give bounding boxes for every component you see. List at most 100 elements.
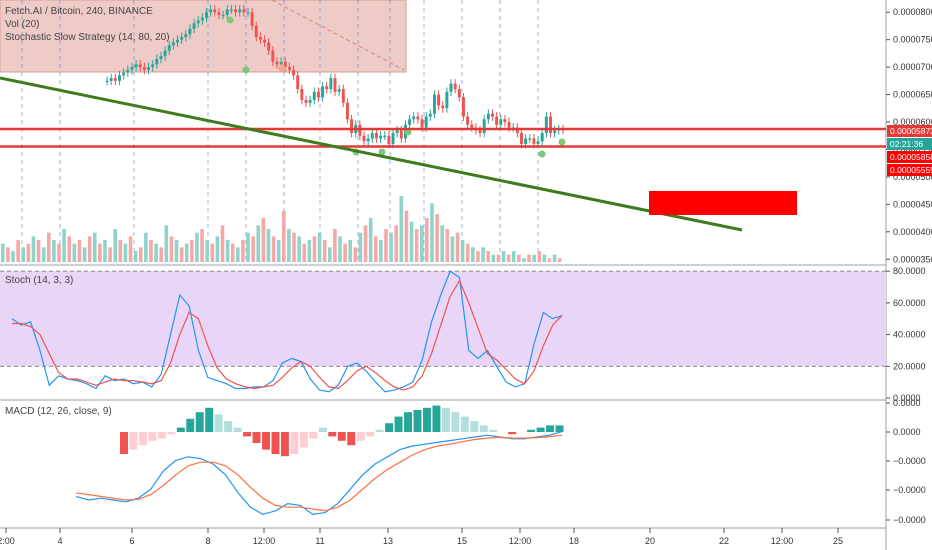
candle-body: [287, 67, 291, 70]
candle-body: [184, 34, 188, 37]
time-tick-label: 11: [315, 536, 324, 546]
volume-bar: [225, 240, 230, 262]
time-tick-label: 8: [205, 536, 210, 546]
volume-bar: [179, 247, 184, 262]
volume-bar: [389, 232, 393, 262]
strategy-signal-dot: [242, 66, 250, 74]
volume-bar: [174, 240, 179, 262]
macd-histogram-bar: [195, 412, 204, 432]
volume-bar: [353, 247, 358, 262]
volume-bar: [496, 254, 501, 262]
candle-body: [345, 102, 349, 120]
volume-bar: [527, 254, 531, 262]
time-tick-label: 25: [833, 536, 843, 546]
target-box[interactable]: [649, 191, 797, 215]
volume-bar: [532, 254, 536, 262]
candle-body: [482, 119, 486, 133]
candle-body: [536, 141, 540, 144]
candle-body: [449, 83, 453, 92]
candle-body: [399, 130, 403, 139]
volume-bar: [435, 214, 439, 262]
macd-histogram-bar: [129, 432, 138, 450]
volume-bar: [215, 236, 220, 262]
candle-body: [544, 116, 548, 133]
volume-bar: [246, 232, 250, 262]
candle-body: [374, 133, 378, 139]
volume-bar: [460, 240, 465, 262]
volume-bar: [506, 254, 511, 262]
candle-body: [321, 86, 325, 98]
volume-bar: [419, 225, 424, 262]
candle-body: [540, 133, 544, 142]
macd-histogram-bar: [290, 432, 299, 454]
candle-body: [466, 116, 470, 125]
price-tag-label: 0.00005555: [890, 165, 932, 175]
macd-histogram-bar: [422, 407, 431, 432]
macd-histogram-bar: [394, 416, 403, 432]
macd-histogram-bar: [375, 429, 384, 432]
trendline[interactable]: [0, 76, 743, 232]
candle-body: [188, 28, 192, 35]
macd-histogram-bar: [120, 432, 128, 454]
candle-body: [296, 75, 300, 90]
volume-bar: [11, 251, 15, 262]
candle-body: [171, 42, 175, 46]
macd-histogram-bar: [356, 432, 365, 441]
macd-histogram-bar: [205, 407, 214, 432]
volume-bar: [292, 232, 296, 262]
volume-bar: [113, 229, 118, 262]
candle-body: [391, 133, 395, 144]
price-tag: [887, 164, 932, 176]
volume-bar: [373, 236, 378, 262]
candle-body: [337, 89, 341, 92]
candle-body: [213, 9, 217, 13]
macd-histogram-bar: [299, 432, 308, 448]
volume-bar: [230, 243, 235, 262]
volume-bar: [307, 240, 312, 262]
candle-body: [263, 39, 267, 43]
volume-bar: [149, 240, 153, 262]
candle-body: [549, 116, 552, 133]
candle-body: [209, 9, 213, 13]
stoch-tick-label: 0.0000: [893, 393, 921, 403]
candle-body: [138, 64, 142, 68]
macd-histogram-bar: [479, 425, 488, 432]
price-tick-label: 0.00008000: [893, 7, 932, 17]
candle-body: [507, 122, 511, 128]
candle-body: [250, 12, 254, 26]
volume-bar: [21, 247, 26, 262]
candle-body: [383, 135, 387, 137]
candle-body: [105, 80, 109, 83]
candle-body: [515, 127, 519, 133]
candle-body: [308, 100, 312, 103]
macd-histogram-bar: [460, 416, 469, 432]
price-tick-label: 0.00004500: [893, 199, 932, 209]
stoch-k-line: [11, 270, 563, 393]
candle-body: [246, 12, 250, 14]
macd-histogram-bar: [224, 421, 233, 432]
volume-bar: [348, 240, 353, 262]
candle-body: [503, 119, 507, 123]
volume-bar: [72, 243, 77, 262]
volume-bar: [450, 236, 455, 262]
candle-body: [524, 138, 528, 144]
volume-bar: [343, 243, 347, 262]
macd-histogram-bar: [252, 432, 261, 443]
volume-bar: [36, 240, 41, 262]
candle-body: [258, 36, 262, 40]
candle-body: [420, 119, 424, 128]
candle-body: [478, 130, 482, 133]
candle-body: [292, 69, 296, 76]
volume-bar: [404, 210, 409, 262]
candle-body: [358, 124, 362, 136]
candle-body: [229, 9, 233, 11]
volume-bar: [384, 229, 388, 262]
candle-body: [254, 25, 258, 37]
highlight-zone[interactable]: [0, 0, 407, 73]
volume-bar: [210, 243, 215, 262]
volume-bar: [481, 247, 485, 262]
candle-body: [130, 67, 134, 70]
candle-body: [470, 124, 474, 128]
candle-body: [457, 89, 461, 98]
